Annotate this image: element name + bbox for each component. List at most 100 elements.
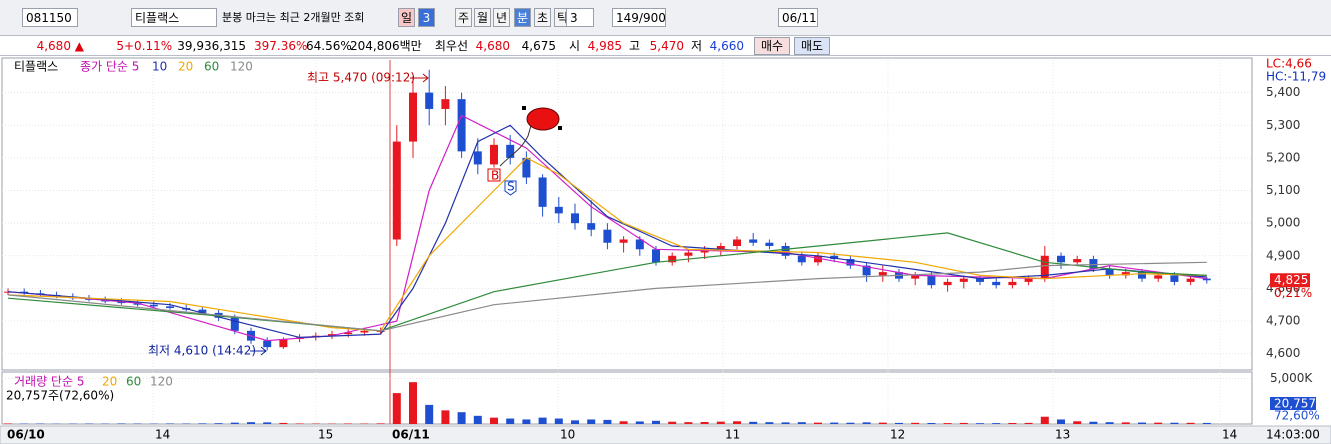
volume-bar (1170, 422, 1179, 424)
candle-body (1105, 268, 1114, 276)
y-tick-label: 4,700 (1266, 314, 1300, 328)
candle-body (1008, 281, 1017, 286)
lc-label: LC:4,66 (1266, 57, 1312, 71)
order-button[interactable]: 매도 (794, 37, 830, 55)
candle-body (279, 339, 288, 348)
volume-bar (943, 423, 952, 424)
candle-body (635, 239, 644, 250)
period-button[interactable]: 년 (493, 8, 510, 27)
candle-body (927, 275, 936, 286)
candle-body (1024, 278, 1033, 282)
period-button[interactable]: 일 (398, 8, 415, 27)
volume-bar (457, 412, 466, 424)
volume-bar (1024, 422, 1033, 424)
x-axis-bg (0, 425, 1331, 444)
candle-body (878, 272, 887, 276)
sell-mark: S (507, 180, 515, 194)
candle-body (1170, 275, 1179, 282)
quote-item: 4,680 ▲ (36, 39, 84, 53)
x-tick-label: 06/11 (392, 428, 430, 442)
quote-bar: 4,680 ▲ 5 +0.11% 39,936,315 397.36% 64.56% 204… (0, 36, 1331, 56)
quote-item: 최우선 (434, 39, 468, 53)
volume-bar (684, 422, 693, 424)
volume-bar (279, 422, 288, 424)
low-note: 최저 4,610 (14:42) (148, 344, 256, 358)
quote-item: 시 (568, 39, 580, 53)
volume-legend-ma: 60 (126, 375, 141, 389)
stock-name[interactable]: 티플랙스 (131, 8, 217, 27)
candle-body (117, 301, 126, 304)
high-note: 최고 5,470 (09:12) (307, 71, 415, 85)
high-arrow (410, 73, 429, 83)
period-button[interactable]: 분 (514, 8, 531, 27)
volume-bar (862, 422, 871, 424)
quote-item: 39,936,315 (177, 39, 246, 53)
candle-body (668, 255, 677, 263)
period-button[interactable]: 초 (534, 8, 551, 27)
candle-body (619, 239, 628, 243)
x-tick-label: 12 (890, 428, 905, 442)
x-tick-label: 15 (318, 428, 333, 442)
volume-bar (797, 422, 806, 424)
volume-bar (166, 423, 174, 424)
candle-body (862, 265, 871, 276)
volume-bar (976, 423, 984, 424)
volume-bar (344, 423, 353, 424)
volume-bar (603, 419, 612, 424)
volume-bar (425, 404, 434, 424)
volume-bar (878, 422, 887, 424)
volume-bar (522, 419, 531, 424)
candle-body (587, 223, 596, 230)
candle-body (1040, 255, 1049, 279)
last-change: 0,21% (1274, 286, 1312, 300)
candle-body (749, 239, 758, 243)
volume-bar (1073, 421, 1082, 424)
candle-body (538, 177, 547, 207)
x-tick-label: 13 (1055, 428, 1070, 442)
candle-body (490, 144, 498, 165)
candle-body (1057, 255, 1065, 263)
last-label: 4,825 (1274, 273, 1308, 287)
candle-body (360, 330, 369, 333)
y-tick-label: 5,000 (1266, 216, 1300, 230)
volume-bar (214, 423, 223, 424)
period-button[interactable]: 주 (455, 8, 472, 27)
interval[interactable]: 3 (566, 8, 594, 27)
candle-body (1202, 278, 1211, 281)
candle-body (846, 259, 855, 266)
quote-item: 204,806백만 (350, 39, 422, 53)
candle-body (652, 249, 660, 263)
volume-bar (830, 422, 839, 424)
panel-border (1, 57, 1253, 371)
volume-bar (1121, 422, 1130, 424)
candle-body (554, 206, 563, 214)
period-button[interactable]: 3 (418, 8, 435, 27)
candle-body (911, 275, 920, 279)
volume-bar (198, 423, 207, 424)
date[interactable]: 06/11 (778, 8, 818, 27)
candle-body (1089, 259, 1098, 269)
sell-box (504, 180, 517, 196)
volume-last: 20,757 (1274, 397, 1316, 411)
buy-box (487, 168, 501, 182)
candle-body (1138, 272, 1146, 279)
order-button[interactable]: 매수 (754, 37, 790, 55)
volume-bar (700, 422, 709, 424)
volume-bar (587, 419, 596, 424)
volume-bar (619, 421, 628, 424)
candle-body (441, 99, 450, 109)
y-tick-label: 4,900 (1266, 248, 1300, 262)
volume-bar (1186, 422, 1195, 424)
candle-body (571, 213, 579, 224)
candle-body (457, 99, 466, 152)
volume-bar (733, 421, 741, 424)
volume-bar (376, 423, 385, 424)
chart: 4,6004,7004,8004,9005,0005,1005,2005,300… (0, 57, 1331, 444)
period-button[interactable]: 월 (474, 8, 491, 27)
volume-bar (554, 418, 563, 424)
volume-bar (1105, 422, 1114, 424)
volume-legend: 거래량 단순 5 (14, 375, 84, 389)
code-input[interactable]: 081150 (22, 8, 78, 27)
notice: 분봉 마크는 최근 2개월만 조회 (222, 11, 365, 24)
